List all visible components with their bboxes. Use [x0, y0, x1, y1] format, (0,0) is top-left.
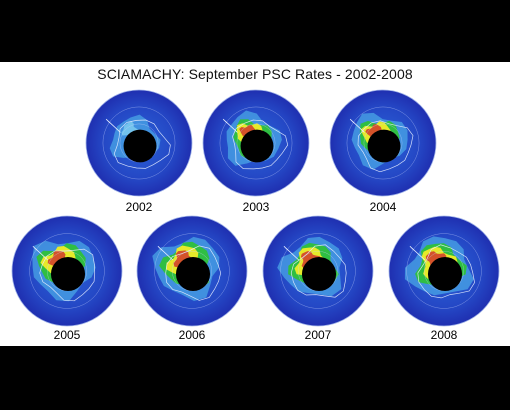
- year-label: 2007: [304, 328, 332, 342]
- polar-map: [329, 89, 437, 197]
- year-label: 2008: [430, 328, 458, 342]
- polar-data-gap: [301, 256, 337, 292]
- latitude-circle: [406, 233, 482, 309]
- coastline: [165, 245, 222, 301]
- peninsula-outline: [222, 118, 238, 133]
- polar-map-panel: 2006: [131, 212, 253, 344]
- peninsula-outline: [409, 245, 426, 261]
- peninsula-outline: [283, 245, 300, 261]
- polar-data-gap: [240, 129, 274, 163]
- coastline: [290, 244, 347, 298]
- coastline: [357, 120, 414, 173]
- polar-data-gap: [50, 256, 86, 292]
- year-label: 2002: [125, 200, 153, 214]
- peninsula-outline: [157, 245, 174, 261]
- polar-map: [136, 215, 248, 327]
- year-label: 2003: [242, 200, 270, 214]
- polar-map: [388, 215, 500, 327]
- polar-map: [11, 215, 123, 327]
- polar-data-gap: [367, 129, 401, 163]
- latitude-circle: [219, 106, 293, 180]
- polar-map-panel: 2003: [196, 86, 316, 214]
- year-label: 2005: [53, 328, 81, 342]
- latitude-circle: [346, 106, 420, 180]
- peninsula-outline: [105, 118, 121, 133]
- latitude-circle: [102, 106, 176, 180]
- polar-data-gap: [175, 256, 211, 292]
- polar-map: [85, 89, 193, 197]
- polar-map-panel: 2002: [79, 86, 199, 214]
- peninsula-outline: [349, 118, 365, 133]
- coastline: [232, 119, 289, 170]
- polar-map-panel: 2005: [6, 212, 128, 344]
- polar-map-panel: 2007: [257, 212, 379, 344]
- latitude-circle: [280, 233, 356, 309]
- polar-map-panel: 2008: [383, 212, 505, 344]
- figure-frame: SCIAMACHY: September PSC Rates - 2002-20…: [0, 62, 510, 346]
- polar-data-gap: [123, 129, 157, 163]
- peninsula-outline: [32, 245, 49, 261]
- latitude-circle: [29, 233, 105, 309]
- coastline: [417, 244, 475, 299]
- coastline: [39, 248, 96, 302]
- latitude-circle: [154, 233, 230, 309]
- figure-title: SCIAMACHY: September PSC Rates - 2002-20…: [97, 66, 413, 82]
- polar-map: [202, 89, 310, 197]
- year-label: 2006: [178, 328, 206, 342]
- year-label: 2004: [369, 200, 397, 214]
- polar-map-panel: 2004: [323, 86, 443, 214]
- coastline: [113, 119, 171, 169]
- polar-data-gap: [427, 256, 463, 292]
- polar-map: [262, 215, 374, 327]
